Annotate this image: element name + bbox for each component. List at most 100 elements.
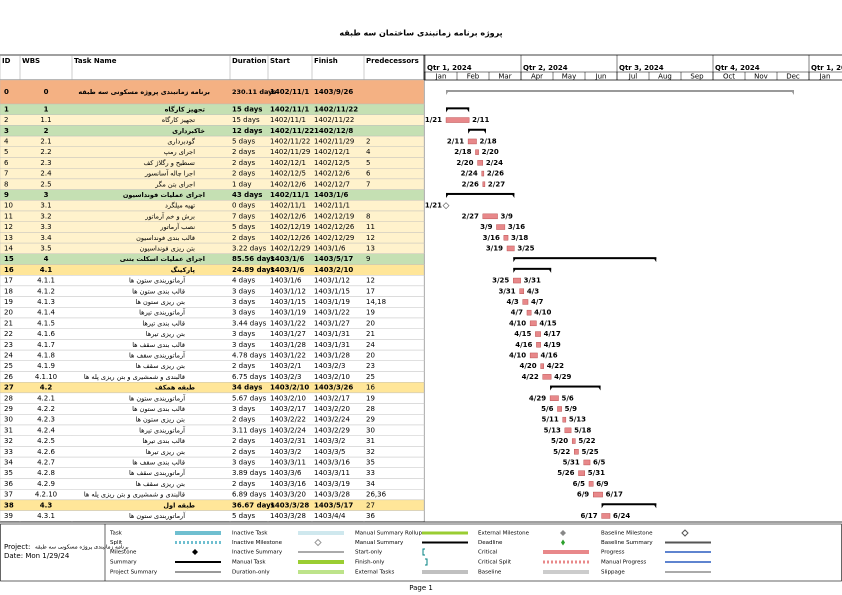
bar-start-label: 5/31 — [563, 458, 580, 466]
task-start: 1403/1/15 — [270, 298, 306, 306]
task-finish: 1403/2/3 — [314, 362, 345, 370]
task-start: 1403/1/6 — [270, 277, 302, 285]
task-predecessors: 12 — [366, 277, 375, 285]
task-name: تجهیز کارگاه — [162, 116, 196, 124]
task-duration: 230.11 days — [232, 88, 276, 96]
task-start: 1403/1/12 — [270, 287, 306, 295]
task-name: طبقه همکف — [155, 384, 195, 392]
task-wbs: 4.2.9 — [37, 480, 55, 488]
month-label: Jul — [628, 73, 638, 81]
task-finish: 1403/1/15 — [314, 287, 350, 295]
task-start: 1403/3/16 — [270, 480, 306, 488]
task-finish: 1403/3/11 — [314, 469, 350, 477]
row-background — [0, 135, 425, 148]
task-id: 34 — [4, 458, 13, 466]
task-name: بتن ریزی سقف ها — [136, 480, 186, 488]
task-wbs: 4.2.1 — [37, 394, 55, 402]
critical-bar — [467, 138, 477, 145]
task-name: قالب بندی سقف ها — [132, 458, 185, 466]
legend-label: External Milestone — [478, 531, 530, 537]
task-predecessors: 26,36 — [366, 491, 387, 499]
legend-symbol — [560, 530, 566, 536]
task-predecessors: 4 — [366, 148, 371, 156]
summary-bar — [550, 385, 601, 388]
task-id: 21 — [4, 319, 13, 327]
task-start: 1403/2/31 — [270, 437, 306, 445]
bar-start-label: 5/22 — [553, 448, 570, 456]
task-finish: 1402/12/1 — [314, 148, 350, 156]
critical-bar — [482, 213, 498, 220]
task-name: اجرای بتن مگر — [154, 180, 195, 188]
bar-finish-label: 3/31 — [524, 277, 541, 285]
task-duration: 3 days — [232, 341, 256, 349]
bar-start-label: 2/27 — [462, 212, 479, 220]
critical-bar — [503, 235, 509, 241]
legend-label: Inactive Task — [232, 531, 268, 537]
bar-start-label: 1/21 — [425, 202, 442, 210]
row-background — [0, 392, 425, 404]
legend-label: Baseline Summary — [601, 540, 653, 546]
row-background — [0, 221, 425, 233]
bar-start-label: 3/25 — [492, 277, 509, 285]
task-start: 1403/3/2 — [270, 448, 301, 456]
legend-symbol — [665, 541, 711, 544]
bar-finish-label: 5/25 — [581, 448, 598, 456]
task-duration: 3 days — [232, 309, 256, 317]
task-wbs: 4.3.1 — [37, 512, 55, 520]
bar-start-label: 5/13 — [544, 426, 561, 434]
critical-bar — [571, 438, 576, 444]
row-background — [0, 446, 425, 458]
task-wbs: 4.1.4 — [37, 309, 55, 317]
task-start: 1403/1/28 — [270, 341, 306, 349]
month-label: Dec — [786, 73, 800, 81]
task-duration: 2 days — [232, 170, 256, 178]
month-label: Nov — [754, 73, 768, 81]
legend-label: Baseline Milestone — [601, 531, 653, 537]
task-finish: 1402/12/8 — [314, 127, 353, 135]
task-id: 13 — [4, 234, 13, 242]
task-name: قالب بندی سقف ها — [132, 341, 185, 349]
task-predecessors: 12 — [366, 234, 375, 242]
row-background — [0, 435, 425, 447]
bar-start-label: 4/15 — [514, 330, 531, 338]
task-duration: 3 days — [232, 287, 256, 295]
task-finish: 1403/1/31 — [314, 341, 350, 349]
task-id: 38 — [4, 501, 14, 509]
task-id: 0 — [4, 88, 9, 96]
task-finish: 1403/3/16 — [314, 458, 350, 466]
legend-label: Duration-only — [232, 570, 270, 576]
column-header: Start — [270, 57, 291, 65]
task-wbs: 4.2.10 — [35, 491, 57, 499]
row-background — [0, 414, 425, 426]
task-wbs: 4.2.5 — [37, 437, 55, 445]
task-wbs: 4.1.5 — [37, 319, 55, 327]
task-start: 1403/2/24 — [270, 426, 306, 434]
task-id: 33 — [4, 448, 13, 456]
task-duration: 36.67 days — [232, 501, 275, 509]
task-predecessors: 31 — [366, 437, 375, 445]
task-id: 32 — [4, 437, 13, 445]
task-name: پارکینگ — [171, 266, 195, 274]
task-duration: 2 days — [232, 234, 256, 242]
critical-bar — [475, 149, 479, 155]
task-id: 5 — [4, 148, 8, 156]
row-background — [0, 125, 425, 137]
bar-start-label: 4/29 — [529, 394, 546, 402]
legend-label: Milestone — [110, 550, 137, 556]
task-id: 26 — [4, 373, 13, 381]
task-duration: 43 days — [232, 191, 262, 199]
bar-finish-label: 6/17 — [606, 491, 623, 499]
task-finish: 1403/2/10 — [314, 373, 350, 381]
critical-bar — [588, 481, 594, 487]
task-predecessors: 25 — [366, 373, 375, 381]
task-predecessors: 19 — [366, 309, 375, 317]
task-wbs: 2.3 — [40, 159, 51, 167]
task-name: اجرای رمپ — [164, 148, 196, 156]
task-name: طبقه اول — [163, 501, 195, 509]
legend-label: Slippage — [601, 570, 625, 576]
row-background — [0, 264, 425, 276]
task-start: 1403/2/22 — [270, 416, 306, 424]
task-predecessors: 14,18 — [366, 298, 386, 306]
